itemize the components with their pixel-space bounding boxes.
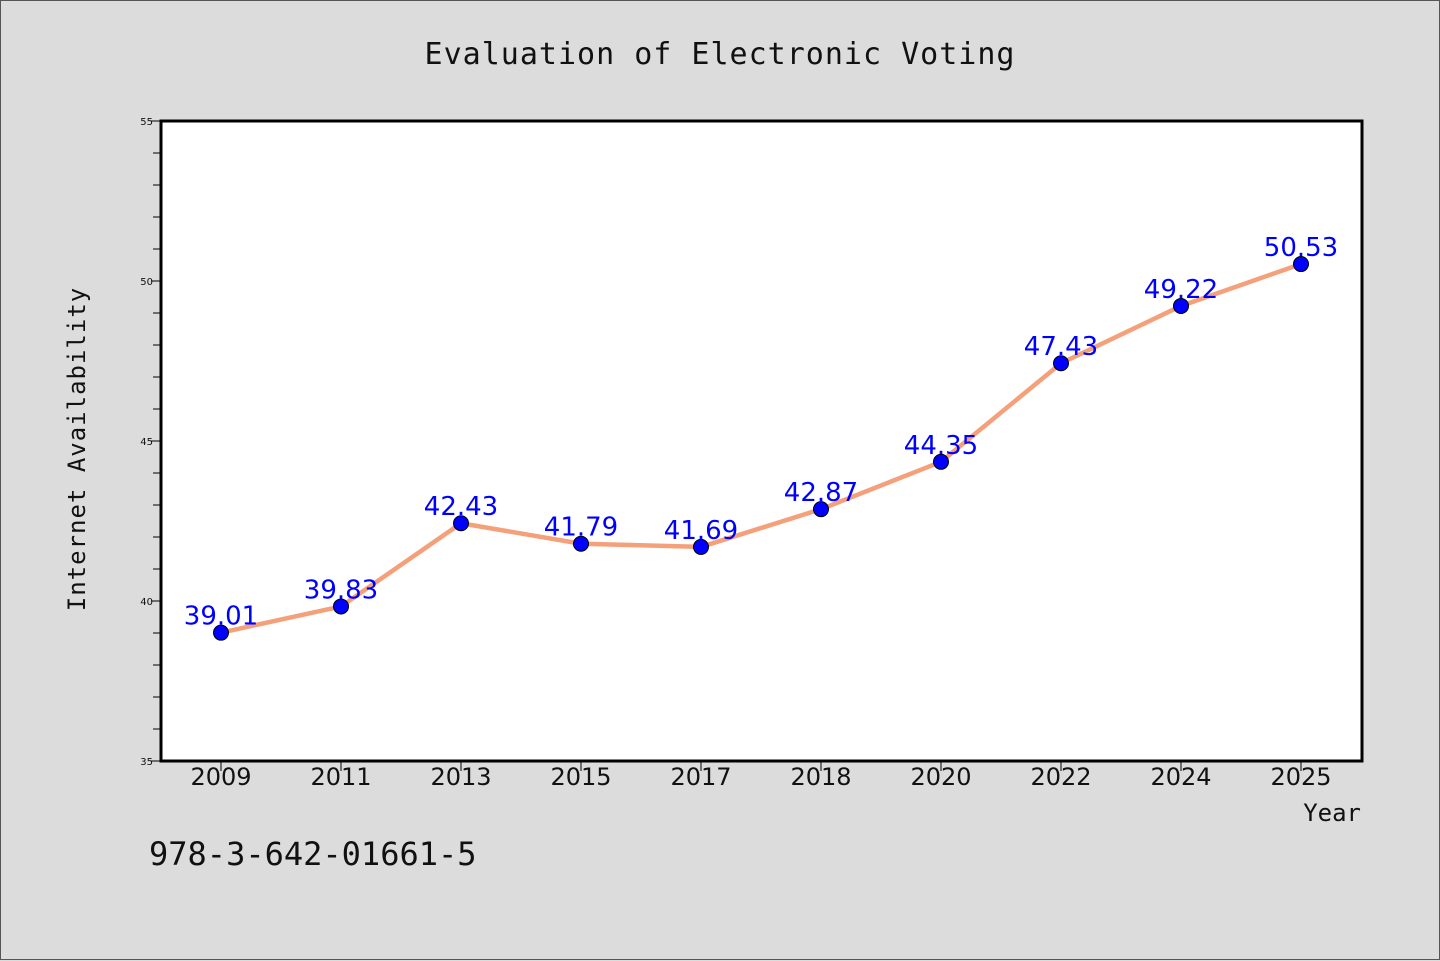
data-point — [213, 624, 229, 641]
data-label: 50.53 — [1264, 233, 1338, 263]
data-point — [1173, 297, 1189, 314]
footer-isbn: 978-3-642-01661-5 — [149, 835, 477, 873]
data-label: 47.43 — [1024, 332, 1098, 362]
y-tick-label: 45 — [140, 437, 153, 448]
x-tick-label: 2017 — [670, 763, 731, 791]
data-label: 41.69 — [664, 516, 738, 546]
y-tick-label: 55 — [140, 117, 153, 128]
data-point — [813, 501, 829, 518]
x-tick-label: 2011 — [310, 763, 371, 791]
data-labels: 39.01 39.83 42.43 41.79 41.69 42.87 44.35 47.43… — [184, 233, 1338, 632]
series-line — [218, 261, 1304, 635]
x-tick-label: 2025 — [1270, 763, 1331, 791]
data-label: 44.35 — [904, 431, 978, 461]
data-point — [333, 598, 349, 615]
y-tick-label: 50 — [140, 277, 153, 288]
x-axis-label: Year — [1303, 799, 1361, 827]
y-axis: 35 40 45 50 55 — [140, 117, 161, 768]
x-axis: 2009 2011 2013 2015 2017 2018 2020 2022 2024 2025 — [190, 761, 1332, 791]
x-tick-label: 2009 — [190, 763, 251, 791]
data-label: 42.43 — [424, 492, 498, 522]
chart-title: Evaluation of Electronic Voting — [425, 37, 1016, 72]
data-label: 41.79 — [544, 513, 618, 543]
y-tick-label: 35 — [140, 757, 153, 768]
x-tick-label: 2020 — [910, 763, 971, 791]
data-point — [693, 538, 709, 555]
x-tick-label: 2022 — [1030, 763, 1091, 791]
data-point — [573, 535, 589, 552]
data-point — [1293, 256, 1309, 273]
data-point — [933, 453, 949, 470]
plot-area — [159, 119, 1364, 763]
x-tick-label: 2013 — [430, 763, 491, 791]
series-polyline — [218, 261, 1304, 635]
x-tick-label: 2015 — [550, 763, 611, 791]
x-tick-label: 2024 — [1150, 763, 1211, 791]
data-point — [1053, 355, 1069, 372]
data-label: 42.87 — [784, 478, 858, 508]
series-markers — [213, 256, 1309, 641]
data-label: 39.83 — [304, 575, 378, 605]
y-axis-label: Internet Availability — [63, 287, 91, 611]
x-tick-label: 2018 — [790, 763, 851, 791]
y-tick-label: 40 — [140, 597, 153, 608]
data-label: 49.22 — [1144, 275, 1218, 305]
data-point — [453, 515, 469, 532]
data-label: 39.01 — [184, 602, 258, 632]
